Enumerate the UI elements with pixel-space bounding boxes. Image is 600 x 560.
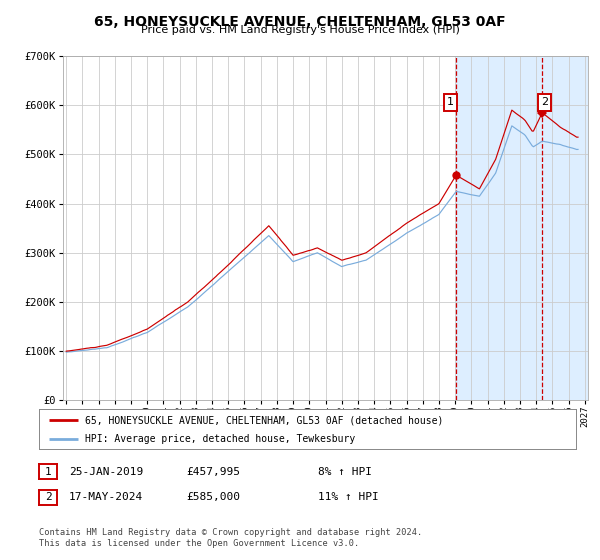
Text: £457,995: £457,995 xyxy=(186,466,240,477)
Text: 11% ↑ HPI: 11% ↑ HPI xyxy=(318,492,379,502)
Text: 17-MAY-2024: 17-MAY-2024 xyxy=(69,492,143,502)
Text: This data is licensed under the Open Government Licence v3.0.: This data is licensed under the Open Gov… xyxy=(39,539,359,548)
Text: 2: 2 xyxy=(44,492,52,502)
Text: HPI: Average price, detached house, Tewkesbury: HPI: Average price, detached house, Tewk… xyxy=(85,435,355,445)
Text: Contains HM Land Registry data © Crown copyright and database right 2024.: Contains HM Land Registry data © Crown c… xyxy=(39,528,422,536)
Text: £585,000: £585,000 xyxy=(186,492,240,502)
Text: 65, HONEYSUCKLE AVENUE, CHELTENHAM, GL53 0AF: 65, HONEYSUCKLE AVENUE, CHELTENHAM, GL53… xyxy=(94,15,506,29)
Bar xyxy=(456,56,593,400)
Text: 8% ↑ HPI: 8% ↑ HPI xyxy=(318,466,372,477)
Text: 2: 2 xyxy=(541,97,548,108)
Text: 25-JAN-2019: 25-JAN-2019 xyxy=(69,466,143,477)
Text: 1: 1 xyxy=(447,97,454,108)
Text: Price paid vs. HM Land Registry's House Price Index (HPI): Price paid vs. HM Land Registry's House … xyxy=(140,25,460,35)
Text: 65, HONEYSUCKLE AVENUE, CHELTENHAM, GL53 0AF (detached house): 65, HONEYSUCKLE AVENUE, CHELTENHAM, GL53… xyxy=(85,415,443,425)
Text: 1: 1 xyxy=(44,466,52,477)
